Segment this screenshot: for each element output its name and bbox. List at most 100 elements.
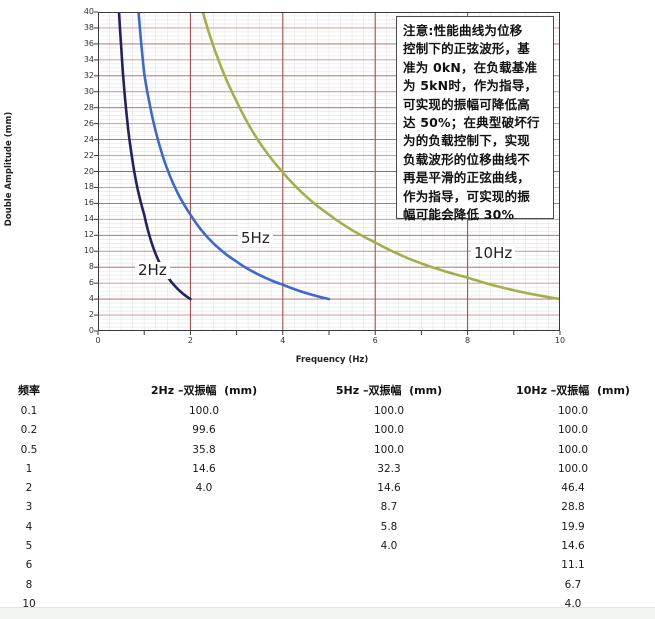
value-cell-2hz-row3: 35.8 [192,443,216,456]
freq-cell-row10: 8 [25,578,33,591]
y-tick-22: 22 [83,150,94,160]
freq-cell-row8: 5 [25,540,33,553]
y-tick-28: 28 [83,102,94,112]
amplitude-frequency-chart: Double Amplitude (mm) 0 2 4 6 8 10 12 14 16 18 20 2… [4,7,566,366]
x-tick-8: 8 [465,336,471,345]
freq-cell-row9: 6 [25,559,33,572]
note-annotation-box: 注意:性能曲线为位移 控制下的正弦波形，基 准为 0kN，在负载基准为 5kN时，作… [396,16,554,222]
value-cell-2hz-row6 [151,498,257,517]
curve-label-2hz: 2Hz [135,262,170,279]
note-line-9: 再是平滑的正弦曲线， [403,170,531,186]
value-cell-10hz-row1: 100.0 [557,405,589,417]
value-cell-5hz-row7: 5.8 [380,520,398,533]
note-line-6: 达 50%；在典型破坏行 [403,115,540,131]
note-line-3: 准为 0kN，在负载基准 [403,59,538,75]
note-line-8: 负载波形的位移曲线不 [403,151,531,167]
note-line-2: 控制下的正弦波形，基 [403,41,531,57]
freq-cell-row11: 10 [22,597,36,610]
y-tick-26: 26 [83,118,94,128]
value-cell-10hz-row9: 11.1 [561,559,585,572]
note-line-10: 作为指导，可实现的振 [403,188,531,204]
y-tick-24: 24 [83,134,94,144]
table-col-2hz: 2Hz –双振幅 (mm) 100.0 99.6 35.8 14.6 4.0 [151,383,257,614]
note-line-7: 为的负载控制下，实现 [403,133,531,149]
freq-cell-row1: 0.1 [20,405,38,417]
value-cell-5hz-row2: 100.0 [373,424,405,437]
y-tick-14: 14 [83,214,94,224]
col-header-frequency: 频率 [18,384,40,397]
value-cell-10hz-row10: 6.7 [564,578,582,591]
value-cell-2hz-row2: 99.6 [192,424,216,437]
y-tick-12: 12 [83,230,94,240]
y-tick-32: 32 [83,70,94,80]
value-cell-5hz-row8: 4.0 [380,540,398,553]
value-cell-10hz-row11: 4.0 [564,597,582,610]
col-header-10hz: 10Hz –双振幅 (mm) [516,384,630,397]
freq-cell-row4: 1 [25,462,33,475]
value-cell-2hz-row10 [151,576,257,595]
x-tick-6: 6 [372,336,378,345]
value-cell-2hz-row1: 100.0 [188,405,220,417]
x-tick-0: 0 [95,336,101,345]
y-tick-30: 30 [83,86,94,96]
y-tick-10: 10 [83,246,94,256]
curve-label-5hz: 5Hz [238,230,273,247]
value-cell-10hz-row7: 19.9 [561,520,585,533]
y-tick-8: 8 [88,262,94,272]
chart-canvas [94,11,561,335]
value-cell-5hz-row6: 8.7 [380,501,398,514]
plot-area [94,11,561,335]
value-cell-10hz-row5: 46.4 [561,482,585,495]
value-cell-10hz-row8: 14.6 [561,540,585,553]
y-tick-16: 16 [83,198,94,208]
note-line-11: 幅可能会降低 30% [403,207,515,223]
value-cell-10hz-row2: 100.0 [557,424,589,437]
value-cell-2hz-row9 [151,556,257,575]
y-tick-34: 34 [83,54,94,64]
value-cell-5hz-row10 [336,576,442,595]
table-col-10hz: 10Hz –双振幅 (mm) 100.0 100.0 100.0 100.0 46.4 2… [516,383,630,614]
y-tick-38: 38 [83,22,94,32]
value-cell-5hz-row5: 14.6 [377,482,401,495]
value-cell-2hz-row7 [151,518,257,537]
freq-cell-row7: 4 [25,520,33,533]
note-line-4: 为 5kN时，作为指导， [403,78,538,94]
x-tick-10: 10 [554,336,566,345]
y-tick-6: 6 [88,278,94,288]
value-cell-10hz-row4: 100.0 [557,462,589,475]
x-axis-title: Frequency (Hz) [295,355,369,365]
col-header-2hz: 2Hz –双振幅 (mm) [150,384,258,397]
value-cell-2hz-row4: 14.6 [192,462,216,475]
x-tick-2: 2 [187,336,193,345]
value-cell-10hz-row6: 28.8 [561,501,585,514]
y-axis-title: Double Amplitude (mm) [4,111,14,227]
value-cell-10hz-row3: 100.0 [557,443,589,456]
value-cell-5hz-row9 [336,556,442,575]
amplitude-table: 频率 0.1 0.2 0.5 1 2 3 4 5 6 8 10 2Hz –双振幅 (mm) 100.… [0,383,655,610]
value-cell-2hz-row5: 4.0 [195,482,213,495]
value-cell-5hz-row4: 32.3 [377,462,401,475]
freq-cell-row6: 3 [25,501,33,514]
note-line-1: 注意:性能曲线为位移 [403,23,523,38]
bottom-divider-bar [0,607,655,619]
y-tick-36: 36 [83,38,94,48]
y-tick-4: 4 [88,294,94,304]
table-col-frequency: 频率 0.1 0.2 0.5 1 2 3 4 5 6 8 10 [18,383,40,614]
col-header-5hz: 5Hz –双振幅 (mm) [335,384,443,397]
value-cell-2hz-row8 [151,537,257,556]
value-cell-5hz-row1: 100.0 [373,405,405,417]
y-tick-20: 20 [83,166,94,176]
table-col-5hz: 5Hz –双振幅 (mm) 100.0 100.0 100.0 32.3 14.6 8.7… [336,383,442,614]
y-tick-18: 18 [83,182,94,192]
y-tick-2: 2 [88,310,94,320]
x-tick-4: 4 [280,336,286,345]
freq-cell-row3: 0.5 [20,443,38,456]
note-line-5: 可实现的振幅可降低高 [403,96,531,112]
value-cell-5hz-row3: 100.0 [373,443,405,456]
curve-label-10hz: 10Hz [471,245,516,262]
y-tick-40: 40 [83,7,94,16]
freq-cell-row2: 0.2 [20,424,38,437]
freq-cell-row5: 2 [25,482,33,495]
y-tick-0: 0 [88,326,94,335]
